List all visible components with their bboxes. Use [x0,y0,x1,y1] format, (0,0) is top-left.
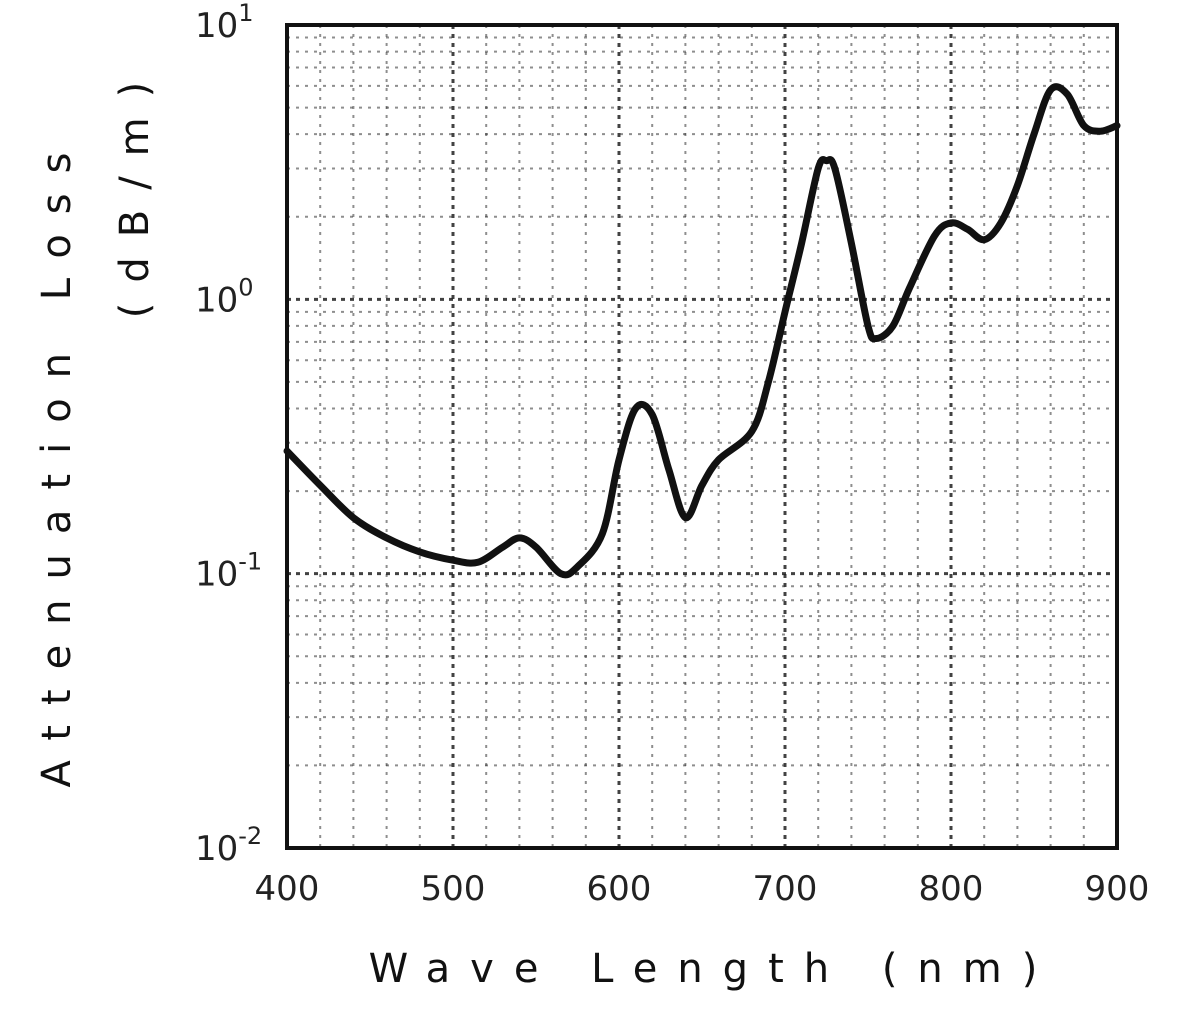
x-tick-label: 700 [753,869,818,909]
y-tick-label: 10-2 [195,822,262,869]
x-tick-labels: 400 500 600 700 800 900 [255,869,1150,909]
y-tick-labels: 10-2 10-1 100 101 [195,0,262,869]
x-tick-label: 400 [255,869,320,909]
series-layer [283,83,1121,579]
y-tick-label: 100 [195,273,254,320]
y-tick-label: 101 [195,0,254,46]
y-axis-unit: (dB/m) [112,62,158,318]
plot-frame [285,23,1119,850]
x-tick-label: 800 [919,869,984,909]
x-tick-label: 600 [587,869,652,909]
x-tick-label: 900 [1085,869,1150,909]
x-tick-label: 500 [421,869,486,909]
x-axis-title: Wave Length (nm) [369,946,1058,992]
series-line-0 [283,83,1121,579]
grid-lines [287,25,1117,848]
y-axis-title: Attenuation Loss [34,133,80,788]
y-tick-label: 10-1 [195,548,262,595]
